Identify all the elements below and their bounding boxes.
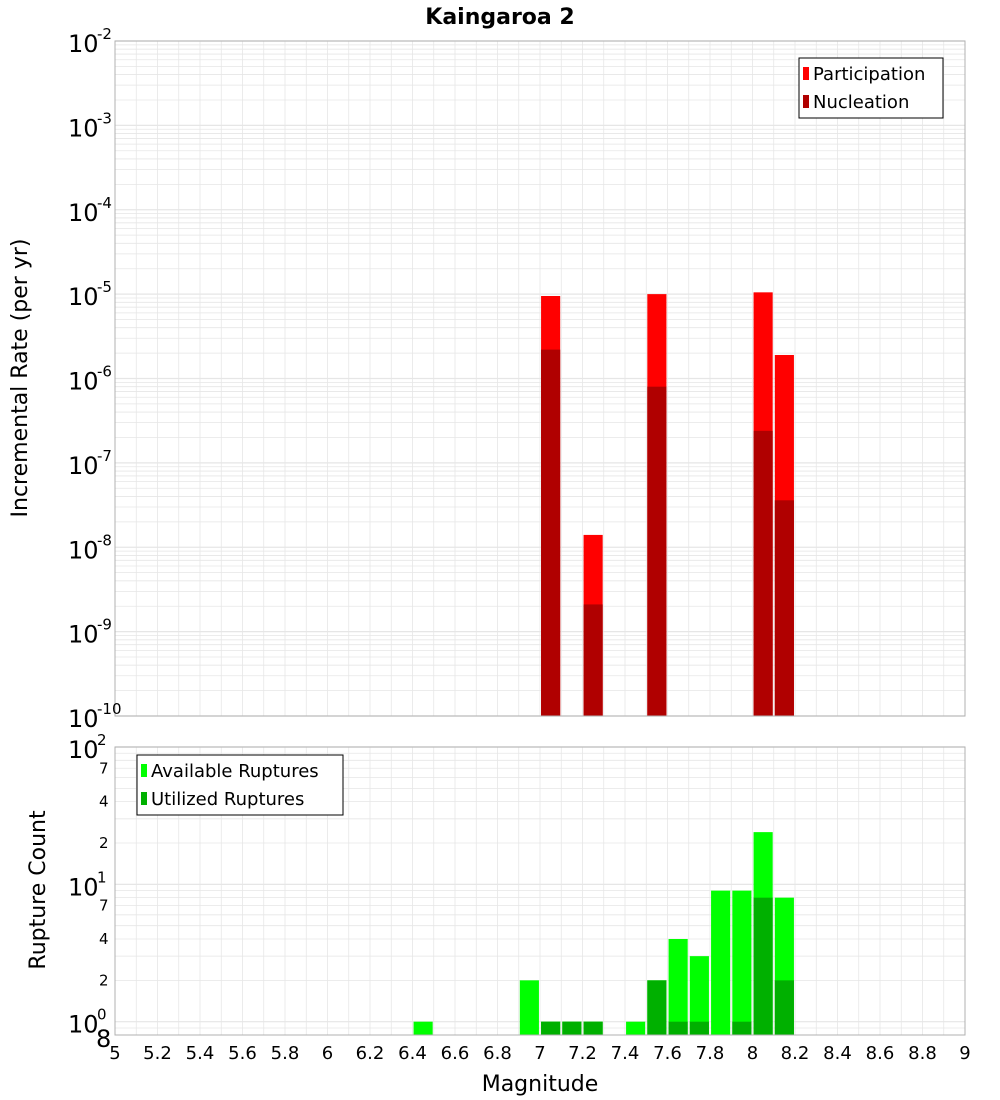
x-tick-label: 7.8	[696, 1043, 725, 1064]
bottom-bar-a	[413, 1021, 433, 1035]
bottom-bar-b	[583, 1021, 603, 1035]
bottom-bar-a	[668, 939, 688, 1035]
bottom-y-tick-minor: 4	[99, 930, 109, 948]
top-y-tick-label: 10	[68, 536, 99, 564]
bottom-bar-a	[689, 956, 709, 1035]
top-legend-swatch	[803, 95, 809, 108]
bottom-legend-box	[136, 754, 344, 816]
x-tick-label: 5.6	[228, 1043, 257, 1064]
bottom-plot-frame	[114, 746, 966, 1036]
bottom-bar-b	[732, 1021, 752, 1035]
top-legend-swatch	[803, 67, 809, 80]
bottom-y-tick-label: 10	[68, 1011, 99, 1039]
top-y-tick-label: 10	[68, 621, 99, 649]
top-y-tick-label: 10	[68, 368, 99, 396]
x-tick-label: 9	[959, 1043, 970, 1064]
bottom-y-tick-minor: 4	[99, 793, 109, 811]
x-tick-label: 7	[534, 1043, 545, 1064]
bottom-bar-b	[753, 897, 773, 1035]
top-y-tick-label: 10	[68, 114, 99, 142]
top-bar-b	[753, 430, 773, 716]
x-tick-label: 8.6	[866, 1043, 895, 1064]
top-bar-b	[541, 349, 561, 716]
bottom-bar-b	[541, 1021, 561, 1035]
x-axis-ticks: 5 5.2 5.4 5.6 5.8 6 6.2 6.4 6.6 6.8 7 7.2 7.4 7.6 7.8 8…	[109, 1043, 970, 1064]
top-y-tick-exponent: -2	[97, 25, 112, 43]
bottom-y-tick-exponent: 0	[97, 1006, 107, 1024]
top-y-tick-exponent: -6	[97, 363, 112, 381]
bottom-bar-a	[711, 890, 731, 1035]
top-y-tick-exponent: -3	[97, 109, 112, 127]
bottom-legend-swatch	[141, 764, 147, 777]
bottom-bar-b	[689, 1021, 709, 1035]
top-legend-label: Nucleation	[813, 92, 909, 113]
x-tick-label: 5.2	[143, 1043, 172, 1064]
x-tick-label: 5	[109, 1043, 120, 1064]
top-y-tick-label: 10	[68, 452, 99, 480]
x-tick-label: 5.4	[186, 1043, 215, 1064]
x-tick-label: 7.4	[611, 1043, 640, 1064]
bottom-y-tick-minor: 2	[99, 834, 109, 852]
x-tick-label: 7.6	[653, 1043, 682, 1064]
bottom-y-tick-minor: 7	[99, 759, 109, 777]
top-y-tick-exponent: -5	[97, 278, 112, 296]
top-bar-b	[774, 500, 794, 716]
x-tick-label: 6.6	[441, 1043, 470, 1064]
x-tick-label: 6.4	[398, 1043, 427, 1064]
top-plot-frame	[114, 40, 966, 717]
top-y-tick-exponent: -7	[97, 447, 112, 465]
top-y-tick-label: 10	[68, 705, 99, 733]
top-y-tick-label: 10	[68, 199, 99, 227]
top-y-axis-label: Incremental Rate (per yr)	[8, 239, 33, 518]
top-y-tick-label: 10	[68, 30, 99, 58]
bottom-y-tick-label: 10	[68, 736, 99, 764]
x-tick-label: 7.2	[568, 1043, 597, 1064]
chart-title: Kaingaroa 2	[425, 5, 574, 30]
x-tick-label: 8.4	[823, 1043, 852, 1064]
bottom-bar-a	[732, 890, 752, 1035]
bottom-y-tick-label: 10	[68, 873, 99, 901]
bottom-y-tick-exponent: 2	[97, 731, 107, 749]
bottom-legend-label: Utilized Ruptures	[151, 789, 304, 810]
bottom-bar-b	[668, 1021, 688, 1035]
x-tick-label: 5.8	[271, 1043, 300, 1064]
bottom-y-tick-minor: 2	[99, 971, 109, 989]
top-bar-b	[647, 386, 667, 716]
top-y-tick-exponent: -10	[97, 700, 122, 718]
x-tick-label: 8.8	[908, 1043, 937, 1064]
bottom-y-axis-label: Rupture Count	[26, 810, 51, 970]
top-y-tick-label: 10	[68, 283, 99, 311]
bottom-y-tick-exponent: 1	[97, 868, 107, 886]
bottom-bar-b	[647, 980, 667, 1035]
top-bar-b	[583, 604, 603, 716]
bottom-legend-label: Available Ruptures	[151, 761, 319, 782]
bottom-y-tick-minor: 7	[99, 897, 109, 915]
x-axis-label: Magnitude	[482, 1072, 599, 1097]
top-y-tick-exponent: -9	[97, 616, 112, 634]
bottom-bar-b	[562, 1021, 582, 1035]
bottom-bar-a	[519, 980, 539, 1035]
top-y-tick-exponent: -4	[97, 194, 112, 212]
x-tick-label: 6.8	[483, 1043, 512, 1064]
top-y-tick-exponent: -8	[97, 531, 112, 549]
top-legend-label: Participation	[813, 64, 925, 85]
x-tick-label: 8	[747, 1043, 758, 1064]
top-plot-area: 10-1010-910-810-710-610-510-410-310-2Par…	[68, 25, 966, 733]
bottom-bar-a	[626, 1021, 646, 1035]
bottom-y-tick-minor: 8	[96, 1025, 111, 1053]
x-tick-label: 6.2	[356, 1043, 385, 1064]
bottom-bar-b	[774, 980, 794, 1035]
x-tick-label: 8.2	[781, 1043, 810, 1064]
bottom-legend-swatch	[141, 792, 147, 805]
top-legend-box	[798, 57, 944, 119]
x-tick-label: 6	[322, 1043, 333, 1064]
